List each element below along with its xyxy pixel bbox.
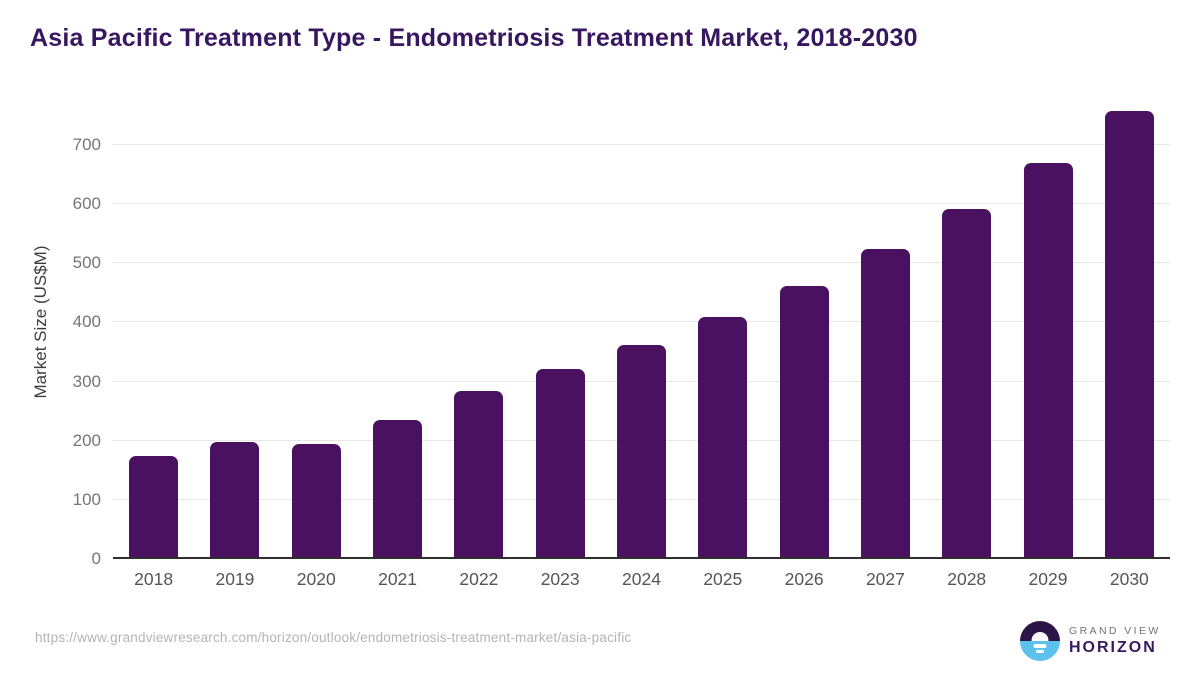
- gridline-600: [113, 203, 1170, 205]
- bar-2020: [291, 444, 341, 557]
- x-axis-line: [113, 557, 1170, 559]
- sun-dome-shape: [1031, 632, 1049, 641]
- y-axis-title: Market Size (US$M): [31, 245, 50, 399]
- x-tick-label-2027: 2027: [865, 569, 905, 589]
- bar-chart-plot-area: 0 100 200 300 400 500 600 700 2018 2019 2020 2021 20…: [73, 100, 1170, 589]
- bar-2019: [210, 442, 260, 557]
- y-tick-label-600: 600: [72, 194, 101, 214]
- x-tick-label-2018: 2018: [134, 569, 174, 589]
- bar-2026: [779, 285, 829, 557]
- x-tick-label-2028: 2028: [947, 569, 987, 589]
- bar-2030: [1104, 111, 1154, 557]
- sun-reflection-bar: [1036, 650, 1044, 653]
- y-tick-label-100: 100: [72, 489, 101, 509]
- x-tick-label-2020: 2020: [296, 569, 336, 589]
- gridline-700: [113, 144, 1170, 145]
- x-tick-label-2023: 2023: [540, 569, 580, 589]
- bar-2028: [942, 208, 992, 557]
- y-tick-label-500: 500: [72, 253, 101, 273]
- y-tick-label-300: 300: [72, 371, 101, 391]
- y-tick-label-700: 700: [72, 135, 101, 154]
- bar-2023: [535, 368, 585, 557]
- bar-2027: [860, 249, 910, 557]
- gridline-500: [113, 262, 1170, 264]
- bar-2024: [617, 345, 666, 557]
- horizon-sun-icon: [1020, 621, 1060, 661]
- source-url-text: https://www.grandviewresearch.com/horizo…: [35, 630, 632, 645]
- x-tick-label-2024: 2024: [622, 569, 661, 589]
- x-tick-label-2026: 2026: [784, 569, 824, 589]
- bar-2018: [129, 455, 179, 557]
- y-tick-label-200: 200: [72, 430, 101, 450]
- sun-reflection-bar: [1033, 644, 1047, 648]
- bar-2022: [454, 391, 504, 557]
- logo-brand-bottom-label: HORIZON: [1069, 638, 1157, 656]
- grand-view-horizon-logo: GRAND VIEW HORIZON: [1020, 621, 1161, 661]
- bar-2021: [373, 419, 423, 557]
- bar-2029: [1023, 162, 1073, 557]
- x-tick-label-2030: 2030: [1109, 569, 1149, 589]
- y-tick-label-0: 0: [91, 549, 101, 568]
- x-tick-label-2021: 2021: [378, 569, 418, 589]
- logo-brand-top-label: GRAND VIEW: [1069, 625, 1161, 638]
- x-tick-label-2029: 2029: [1028, 569, 1068, 589]
- gridline-400: [113, 321, 1170, 323]
- x-tick-label-2019: 2019: [215, 569, 255, 589]
- y-tick-label-400: 400: [72, 312, 101, 332]
- x-tick-label-2025: 2025: [703, 569, 743, 589]
- bar-2025: [698, 316, 748, 557]
- logo-wordmark: GRAND VIEW HORIZON: [1069, 626, 1161, 656]
- chart-title: Asia Pacific Treatment Type - Endometrio…: [30, 24, 918, 52]
- x-tick-label-2022: 2022: [459, 569, 499, 589]
